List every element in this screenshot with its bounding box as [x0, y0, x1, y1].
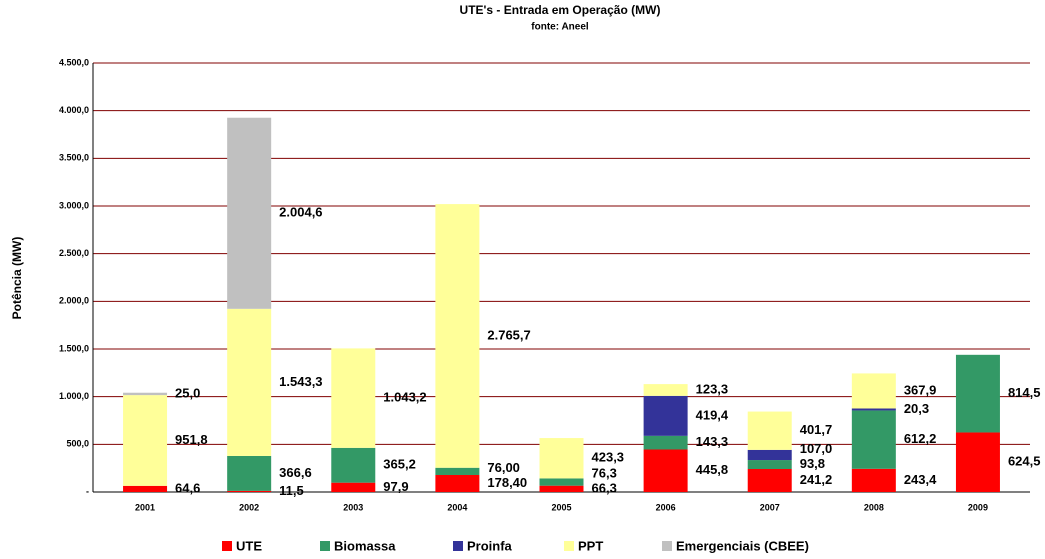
data-label: 66,3: [592, 480, 617, 495]
data-label: 366,6: [279, 465, 312, 480]
data-label: 107,0: [800, 441, 833, 456]
data-label: 93,8: [800, 456, 825, 471]
data-label: 1.043,2: [383, 390, 426, 405]
x-tick-label: 2004: [447, 502, 467, 512]
data-label: 951,8: [175, 432, 208, 447]
bar-segment: [643, 449, 688, 492]
data-label: 123,3: [696, 381, 729, 396]
x-tick-label: 2001: [135, 502, 155, 512]
x-tick-label: 2002: [239, 502, 259, 512]
y-tick-label: 3.500,0: [59, 153, 89, 163]
bar-segment: [331, 447, 376, 483]
y-axis-title: Potência (MW): [10, 237, 24, 320]
data-label: 419,4: [696, 407, 729, 422]
bar-segment: [851, 408, 896, 411]
x-tick-label: 2009: [968, 502, 988, 512]
bar-segment: [539, 478, 584, 486]
bar-segment: [747, 411, 792, 450]
data-label: 243,4: [904, 472, 937, 487]
data-label: 64,6: [175, 480, 200, 495]
bar-segment: [643, 395, 688, 436]
bar-segment: [435, 467, 480, 475]
x-tick-label: 2006: [656, 502, 676, 512]
legend-label: Biomassa: [334, 538, 396, 553]
data-label: 1.543,3: [279, 374, 322, 389]
y-tick-label: 4.000,0: [59, 105, 89, 115]
data-label: 365,2: [383, 457, 416, 472]
legend-swatch: [222, 541, 232, 551]
bar-segment: [851, 373, 896, 409]
y-tick-label: 1.000,0: [59, 391, 89, 401]
bar-segment: [435, 204, 480, 468]
data-label: 2.004,6: [279, 205, 322, 220]
data-label: 25,0: [175, 385, 200, 400]
y-tick-label: 2.500,0: [59, 248, 89, 258]
legend-swatch: [453, 541, 463, 551]
bar-segment: [851, 410, 896, 469]
data-label: 20,3: [904, 401, 929, 416]
x-tick-label: 2007: [760, 502, 780, 512]
legend-label: Proinfa: [467, 538, 513, 553]
data-label: 367,9: [904, 382, 937, 397]
chart-subtitle: fonte: Aneel: [531, 22, 589, 33]
data-label: 241,2: [800, 472, 833, 487]
x-tick-label: 2005: [551, 502, 571, 512]
bar-segment: [955, 354, 1000, 433]
data-label: 11,5: [279, 483, 304, 498]
bar-segment: [747, 460, 792, 470]
data-label: 2.765,7: [487, 327, 530, 342]
bar-segment: [643, 435, 688, 450]
y-tick-label: -: [86, 486, 89, 496]
data-label: 624,5: [1008, 454, 1041, 469]
bar-segment: [539, 485, 584, 492]
data-label: 178,40: [487, 475, 527, 490]
bar-segment: [747, 449, 792, 461]
y-tick-label: 1.500,0: [59, 343, 89, 353]
data-label: 814,5: [1008, 385, 1041, 400]
data-label: 612,2: [904, 431, 937, 446]
legend-swatch: [662, 541, 672, 551]
data-label: 423,3: [592, 450, 625, 465]
bar-segment: [123, 395, 168, 486]
legend-label: UTE: [236, 538, 262, 553]
data-label: 76,3: [592, 465, 617, 480]
legend-label: Emergenciais (CBEE): [676, 538, 809, 553]
y-tick-label: 500,0: [66, 439, 89, 449]
bar-segment: [227, 490, 272, 492]
x-tick-label: 2008: [864, 502, 884, 512]
bar-segment: [851, 468, 896, 492]
bar-segment: [539, 438, 584, 479]
bar-segment: [435, 474, 480, 492]
bar-segment: [227, 455, 272, 491]
data-label: 76,00: [487, 460, 520, 475]
data-label: 97,9: [383, 479, 408, 494]
bar-segment: [123, 392, 168, 396]
legend-swatch: [564, 541, 574, 551]
legend-label: PPT: [578, 538, 603, 553]
y-tick-label: 4.500,0: [59, 57, 89, 67]
x-tick-label: 2003: [343, 502, 363, 512]
data-label: 445,8: [696, 462, 729, 477]
bar-segment: [123, 485, 168, 492]
bar-segment: [227, 308, 272, 456]
bar-segment: [643, 384, 688, 396]
legend-swatch: [320, 541, 330, 551]
bar-segment: [331, 482, 376, 492]
data-label: 143,3: [696, 434, 729, 449]
bar-segment: [227, 117, 272, 309]
bar-segment: [747, 469, 792, 492]
y-tick-label: 2.000,0: [59, 296, 89, 306]
y-tick-label: 3.000,0: [59, 200, 89, 210]
bar-segment: [331, 348, 376, 448]
data-label: 401,7: [800, 422, 833, 437]
bar-segment: [955, 432, 1000, 492]
chart-title: UTE's - Entrada em Operação (MW): [460, 3, 661, 17]
